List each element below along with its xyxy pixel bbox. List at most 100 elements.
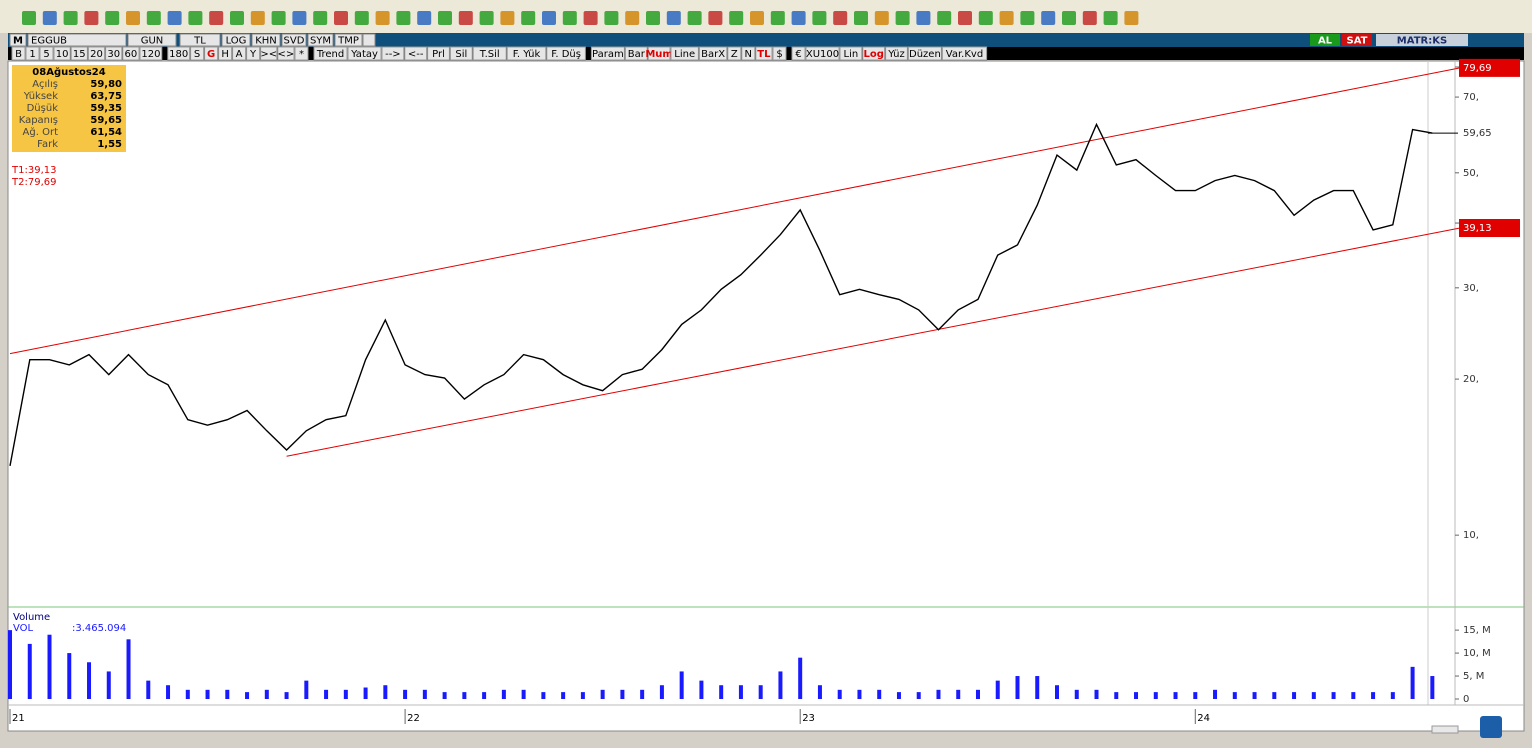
- toolbar-icon[interactable]: [146, 11, 161, 25]
- toolbar-icon[interactable]: [479, 11, 494, 25]
- toolbar-button-text[interactable]: -->: [385, 49, 401, 60]
- toolbar-button[interactable]: [449, 46, 473, 61]
- symbol-text[interactable]: TMP: [337, 36, 359, 47]
- trade-button[interactable]: [1342, 34, 1372, 46]
- symbol-field[interactable]: [179, 33, 221, 47]
- toolbar-button-text[interactable]: 20: [90, 49, 103, 60]
- toolbar-button[interactable]: [546, 46, 586, 61]
- toolbar-icon[interactable]: [833, 11, 848, 25]
- toolbar-icon[interactable]: [167, 11, 182, 25]
- symbol-text[interactable]: SVD: [284, 36, 305, 47]
- toolbar-icon[interactable]: [812, 11, 827, 25]
- toolbar-button-text[interactable]: S: [194, 49, 200, 60]
- symbol-text[interactable]: SYM: [310, 36, 331, 47]
- toolbar-button-text[interactable]: <--: [408, 49, 424, 60]
- toolbar-icon[interactable]: [105, 11, 120, 25]
- toolbar-button-text[interactable]: Lin: [844, 49, 859, 60]
- toolbar-button[interactable]: [87, 46, 106, 61]
- toolbar-icon[interactable]: [562, 11, 577, 25]
- toolbar-icon[interactable]: [521, 11, 536, 25]
- toolbar-icon[interactable]: [1103, 11, 1118, 25]
- toolbar-button[interactable]: [218, 46, 233, 61]
- symbol-field[interactable]: [334, 33, 363, 47]
- toolbar-icon[interactable]: [854, 11, 868, 25]
- toolbar-button[interactable]: [313, 46, 348, 61]
- symbol-text[interactable]: TL: [193, 36, 206, 47]
- toolbar-button-text[interactable]: Mum: [645, 49, 673, 60]
- toolbar-button[interactable]: [139, 46, 163, 61]
- symbol-field[interactable]: [27, 33, 127, 47]
- toolbar-button[interactable]: [670, 46, 699, 61]
- toolbar-button[interactable]: [190, 46, 205, 61]
- toolbar-icon[interactable]: [396, 11, 411, 25]
- toolbar-button[interactable]: [755, 46, 773, 61]
- toolbar-button-text[interactable]: Prl: [432, 49, 445, 60]
- toolbar-icon[interactable]: [729, 11, 744, 25]
- toolbar-icon[interactable]: [542, 11, 556, 25]
- toolbar-icon[interactable]: [313, 11, 328, 25]
- symbol-field[interactable]: [251, 33, 281, 47]
- symbol-text[interactable]: KHN: [255, 36, 277, 47]
- toolbar-icon[interactable]: [1124, 11, 1139, 25]
- scrollbar[interactable]: [1431, 725, 1459, 734]
- toolbar-button-text[interactable]: A: [236, 49, 243, 60]
- toolbar-button[interactable]: [941, 46, 988, 61]
- toolbar-icon[interactable]: [791, 11, 806, 25]
- toolbar-icon[interactable]: [209, 11, 224, 25]
- toolbar-button-text[interactable]: Yatay: [350, 49, 378, 60]
- symbol-field[interactable]: [221, 33, 251, 47]
- toolbar-button-text[interactable]: T.Sil: [479, 49, 500, 60]
- toolbar-button[interactable]: [472, 46, 507, 61]
- toolbar-button-text[interactable]: H: [221, 49, 229, 60]
- toolbar-button-text[interactable]: Line: [674, 49, 695, 60]
- toolbar-button-text[interactable]: Param: [592, 49, 624, 60]
- toolbar-icon[interactable]: [978, 11, 993, 25]
- toolbar-button[interactable]: [907, 46, 942, 61]
- toolbar-button[interactable]: [791, 46, 806, 61]
- toolbar-icon[interactable]: [22, 11, 36, 25]
- toolbar-button[interactable]: [506, 46, 547, 61]
- toolbar-button-text[interactable]: <>: [278, 49, 295, 60]
- toolbar-button[interactable]: [204, 46, 219, 61]
- toolbar-button[interactable]: [260, 46, 278, 61]
- symbol-text[interactable]: M: [13, 36, 23, 47]
- toolbar-icon[interactable]: [375, 11, 390, 25]
- toolbar-button[interactable]: [11, 46, 26, 61]
- toolbar-button-text[interactable]: 180: [169, 49, 188, 60]
- toolbar-icon[interactable]: [916, 11, 931, 25]
- toolbar-button-text[interactable]: 1: [29, 49, 35, 60]
- toolbar-button-text[interactable]: N: [745, 49, 752, 60]
- symbol-text[interactable]: GUN: [141, 36, 164, 47]
- toolbar-button[interactable]: [294, 46, 309, 61]
- toolbar-button-text[interactable]: €: [795, 49, 801, 60]
- toolbar-button[interactable]: [741, 46, 756, 61]
- toolbar-icon[interactable]: [604, 11, 619, 25]
- toolbar-icon[interactable]: [937, 11, 952, 25]
- trade-text[interactable]: AL: [1318, 36, 1333, 47]
- toolbar-icon[interactable]: [666, 11, 681, 25]
- toolbar-icon[interactable]: [1041, 11, 1056, 25]
- dropdown[interactable]: [362, 33, 376, 47]
- toolbar-icon[interactable]: [625, 11, 640, 25]
- toolbar-button-text[interactable]: Y: [249, 49, 257, 60]
- trade-button[interactable]: [1310, 34, 1340, 46]
- toolbar-icon[interactable]: [958, 11, 972, 25]
- toolbar-button[interactable]: [232, 46, 247, 61]
- symbol-field[interactable]: [281, 33, 307, 47]
- toolbar-button[interactable]: [105, 46, 123, 61]
- toolbar-icon[interactable]: [583, 11, 598, 25]
- toolbar-button[interactable]: [590, 46, 625, 61]
- toolbar-button[interactable]: [39, 46, 54, 61]
- toolbar-button-text[interactable]: Düzen: [909, 49, 941, 60]
- toolbar-button[interactable]: [805, 46, 840, 61]
- toolbar-button[interactable]: [427, 46, 450, 61]
- toolbar-button-text[interactable]: 60: [125, 49, 138, 60]
- toolbar-button-text[interactable]: $: [776, 49, 782, 60]
- toolbar-icon[interactable]: [354, 11, 369, 25]
- symbol-field[interactable]: [9, 33, 27, 47]
- toolbar-button[interactable]: [647, 46, 671, 61]
- symbol-field[interactable]: [127, 33, 177, 47]
- toolbar-icon[interactable]: [500, 11, 515, 25]
- toolbar-button[interactable]: [885, 46, 908, 61]
- toolbar-icon[interactable]: [1062, 11, 1076, 25]
